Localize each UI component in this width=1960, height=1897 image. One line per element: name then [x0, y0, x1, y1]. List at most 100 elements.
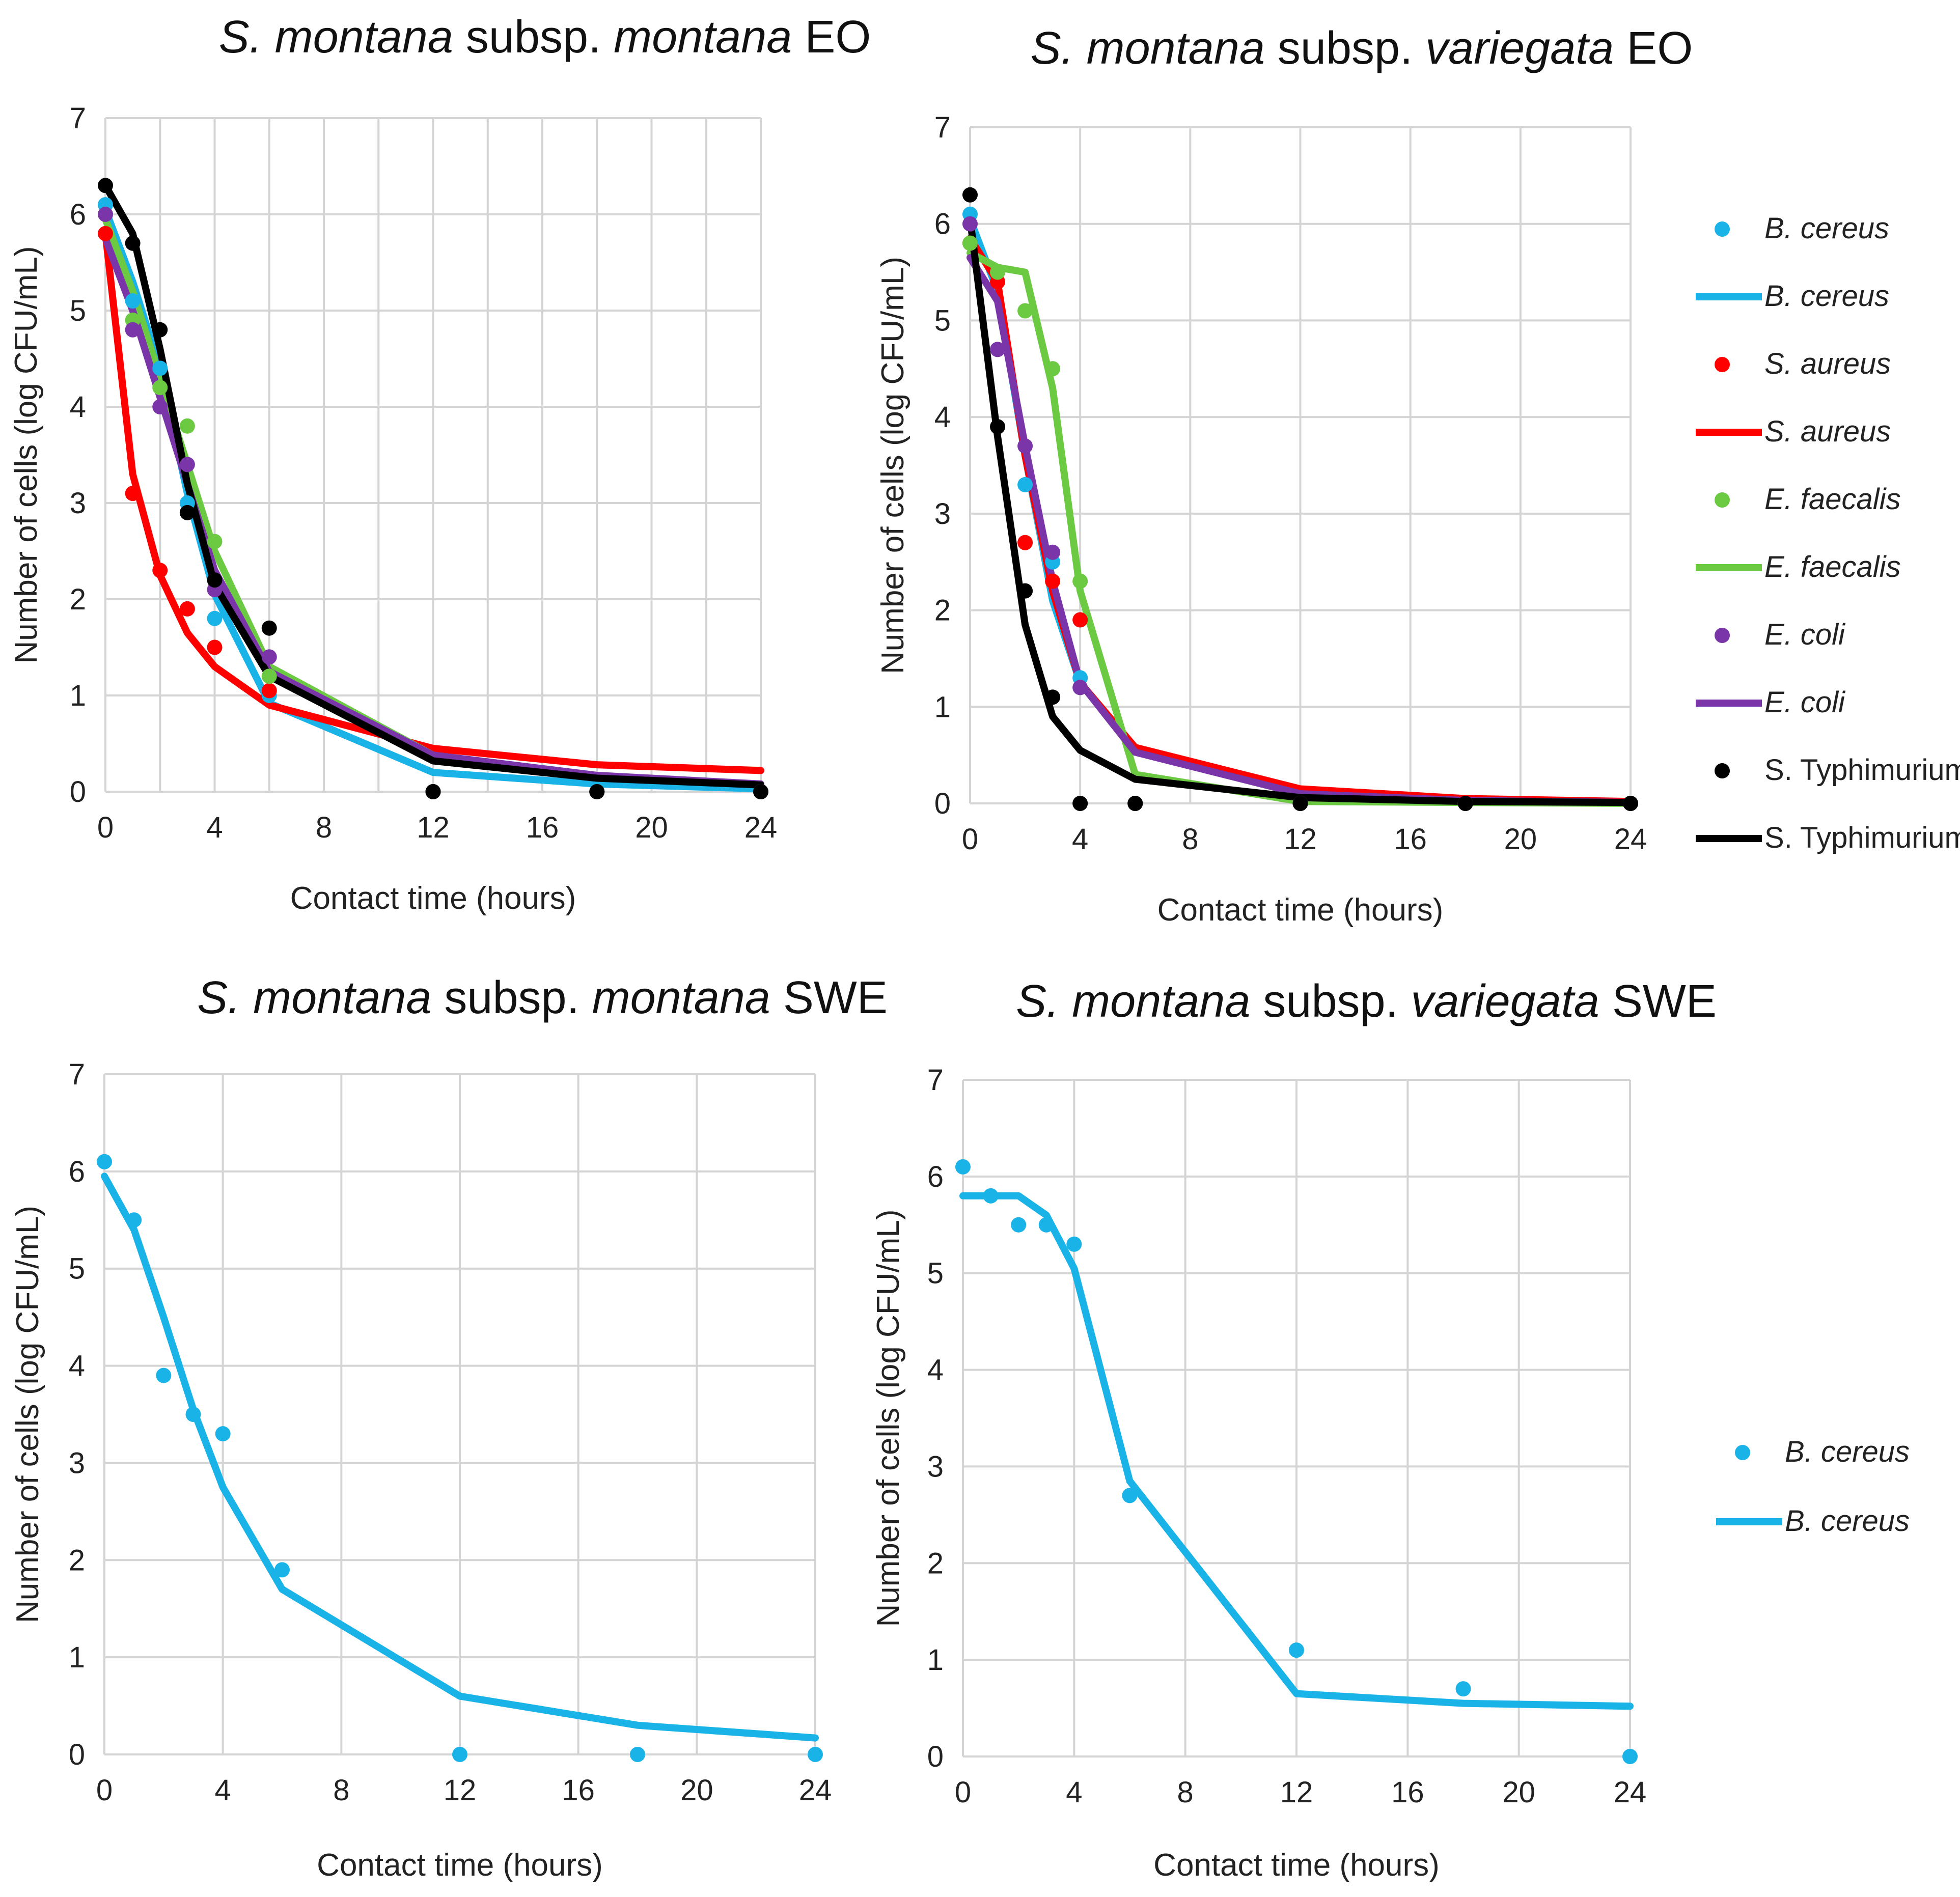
y-tick-label: 1 — [69, 1641, 85, 1674]
chart-title-part: montana — [614, 12, 792, 63]
chart-title: S. montana subsp. variegata EO — [1031, 23, 1693, 74]
x-tick-label: 8 — [316, 811, 332, 844]
data-point — [1622, 1749, 1638, 1764]
chart-title-part: subsp. — [453, 12, 614, 63]
fit-line — [959, 1192, 1634, 1710]
chart-title-part: S. montana — [219, 12, 453, 63]
data-point — [125, 235, 141, 251]
data-point — [98, 226, 113, 241]
data-point — [152, 360, 168, 376]
chart-title-part: EO — [1614, 23, 1693, 74]
legend-label: S. aureus — [1764, 415, 1891, 448]
x-axis-label: Contact time (hours) — [1153, 1848, 1440, 1883]
data-point — [152, 380, 168, 396]
data-point — [152, 399, 168, 414]
data-point — [1072, 612, 1088, 628]
y-tick-label: 3 — [69, 1446, 85, 1480]
x-axis-label: Contact time (hours) — [317, 1848, 603, 1883]
y-axis-label: Number of cells (log CFU/mL) — [871, 1210, 906, 1627]
data-point — [185, 1407, 201, 1422]
data-point — [1122, 1488, 1138, 1503]
legend-swe: B. cereus B. cereus — [1716, 1435, 1910, 1538]
chart-title-part: subsp. — [1250, 976, 1411, 1027]
fit-line — [101, 1173, 819, 1742]
legend-marker — [1715, 221, 1730, 237]
data-point — [962, 187, 978, 203]
x-tick-label: 16 — [562, 1774, 595, 1807]
legend-label: B. cereus — [1764, 212, 1889, 245]
data-point — [97, 1154, 112, 1169]
fit-line — [102, 235, 764, 788]
x-tick-label: 12 — [1280, 1776, 1313, 1809]
data-point — [1011, 1217, 1027, 1233]
x-tick-label: 24 — [799, 1774, 832, 1807]
data-point — [1017, 535, 1033, 550]
legend-marker — [1715, 628, 1730, 643]
y-tick-label: 4 — [69, 1350, 85, 1383]
data-point — [955, 1159, 971, 1175]
fit-line — [102, 230, 764, 774]
chart-title-part: variegata — [1425, 23, 1614, 74]
y-tick-label: 7 — [927, 1064, 944, 1097]
y-tick-label: 5 — [69, 1252, 85, 1286]
chart-title-part: montana — [592, 972, 770, 1023]
data-point — [261, 649, 277, 665]
x-tick-label: 0 — [96, 1774, 113, 1807]
x-tick-label: 20 — [680, 1774, 713, 1807]
legend-label: B. cereus — [1785, 1435, 1910, 1468]
data-point — [1017, 303, 1033, 319]
x-tick-label: 4 — [215, 1774, 231, 1807]
y-tick-label: 6 — [934, 208, 951, 241]
data-point — [1066, 1236, 1082, 1252]
legend-marker — [1715, 357, 1730, 372]
y-tick-label: 5 — [70, 294, 86, 327]
x-tick-label: 8 — [1177, 1776, 1194, 1809]
data-point — [1127, 796, 1143, 811]
x-tick-label: 8 — [333, 1774, 349, 1807]
y-axis-label: Number of cells (log CFU/mL) — [10, 1206, 45, 1623]
data-point — [126, 1212, 142, 1228]
y-tick-label: 6 — [70, 198, 86, 231]
chart-title-part: subsp. — [1265, 23, 1425, 74]
y-tick-label: 0 — [69, 1738, 85, 1771]
x-tick-label: 24 — [1614, 1776, 1647, 1809]
legend-marker — [1735, 1445, 1750, 1460]
y-tick-label: 2 — [69, 1544, 85, 1577]
data-point — [753, 784, 768, 799]
y-tick-label: 1 — [934, 690, 951, 723]
x-tick-label: 4 — [206, 811, 223, 844]
data-point — [207, 610, 223, 626]
data-point — [1017, 583, 1033, 599]
x-tick-label: 16 — [1394, 823, 1427, 856]
y-tick-label: 3 — [70, 487, 86, 520]
data-point — [1045, 544, 1061, 560]
x-tick-label: 20 — [1504, 823, 1537, 856]
legend-label: B. cereus — [1764, 280, 1889, 313]
legend-label: E. faecalis — [1764, 550, 1901, 583]
data-point — [990, 264, 1006, 280]
legend-label: S. Typhimurium — [1764, 821, 1960, 854]
chart-title-part: subsp. — [431, 972, 592, 1023]
x-tick-label: 16 — [526, 811, 559, 844]
data-point — [152, 563, 168, 578]
x-axis-label: Contact time (hours) — [1157, 892, 1444, 928]
chart-title-part: variegata — [1411, 976, 1599, 1027]
x-tick-label: 0 — [97, 811, 114, 844]
y-tick-label: 3 — [934, 497, 951, 531]
chart-title-part: S. montana — [1031, 23, 1265, 74]
data-point — [98, 178, 113, 193]
y-tick-label: 4 — [927, 1354, 944, 1387]
chart-title-part: EO — [792, 12, 871, 63]
data-point — [207, 639, 223, 655]
data-point — [179, 418, 195, 434]
data-point — [1455, 1681, 1471, 1697]
data-point — [1072, 680, 1088, 695]
data-point — [983, 1188, 999, 1204]
x-tick-label: 0 — [955, 1776, 971, 1809]
y-tick-label: 4 — [70, 390, 86, 424]
legend-label: S. aureus — [1764, 347, 1891, 380]
x-tick-label: 0 — [962, 823, 978, 856]
x-tick-label: 8 — [1182, 823, 1198, 856]
data-point — [808, 1747, 823, 1762]
